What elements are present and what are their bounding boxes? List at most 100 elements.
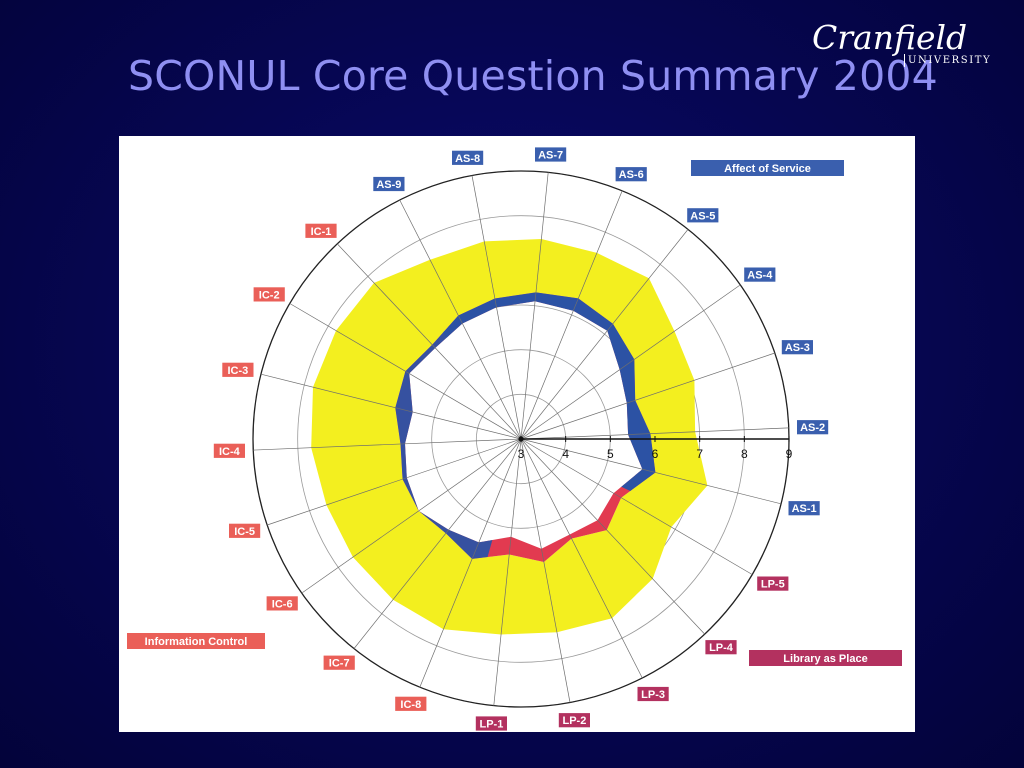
axis-label-text: IC-6 — [272, 598, 293, 610]
spoke-ic-6 — [301, 438, 522, 594]
spoke-lp-5 — [520, 438, 753, 575]
spoke-as-8 — [471, 175, 522, 440]
axis-label-box — [781, 339, 814, 356]
axis-label-box — [394, 695, 428, 712]
axis-label-as-1: AS-1 — [787, 500, 821, 517]
axis-label-lp-2: LP-2 — [557, 712, 591, 729]
axis-label-box — [756, 575, 790, 592]
tick-label: 4 — [562, 447, 569, 461]
cranfield-logo: Cranfield UNIVERSITY — [812, 18, 990, 67]
axis-label-box — [265, 595, 299, 612]
axis-label-ic-4: IC-4 — [213, 442, 246, 459]
spoke-as-4 — [520, 284, 741, 440]
axis-label-text: AS-7 — [538, 150, 563, 162]
spoke-ic-2 — [289, 303, 522, 440]
axis-label-box — [796, 419, 829, 436]
spoke-as-1 — [520, 438, 782, 505]
axis-label-box — [213, 442, 246, 459]
axis-label-as-7: AS-7 — [534, 146, 568, 163]
axis-label-text: LP-5 — [761, 579, 785, 591]
spoke-as-6 — [520, 190, 623, 440]
legend-place: Library as Place — [749, 650, 902, 666]
legend-box — [127, 633, 265, 649]
axis-label-as-2: AS-2 — [796, 419, 829, 436]
axis-label-box — [704, 639, 738, 656]
axis-label-box — [304, 222, 338, 239]
axis-label-text: IC-4 — [219, 446, 241, 458]
axis-label-box — [451, 149, 485, 166]
spoke-ic-7 — [353, 438, 522, 649]
legend-info: Information Control — [127, 633, 265, 649]
axis-label-lp-5: LP-5 — [756, 575, 790, 592]
spoke-as-3 — [520, 352, 775, 440]
axis-label-lp-3: LP-3 — [636, 686, 670, 702]
axis-label-text: LP-1 — [479, 719, 503, 731]
axis-label-ic-6: IC-6 — [265, 595, 299, 612]
axis-label-box — [743, 266, 777, 283]
tick-label: 7 — [696, 447, 703, 461]
chart-panel: 3 4 5 6 7 8 9 AS-1 AS-2 AS-3 AS-4 AS-5 AS-6 AS-7 AS-8… — [119, 136, 915, 732]
radar-chart: 3 4 5 6 7 8 9 AS-1 AS-2 AS-3 AS-4 AS-5 AS-6 AS-7 AS-8… — [127, 146, 902, 732]
axis-label-ic-8: IC-8 — [394, 695, 428, 712]
axis-label-as-6: AS-6 — [614, 166, 648, 183]
desired-minimum-band — [311, 239, 708, 635]
axis-label-lp-4: LP-4 — [704, 639, 738, 656]
axis-label-text: IC-7 — [329, 658, 350, 670]
axis-label-box — [534, 146, 568, 163]
axis-label-ic-1: IC-1 — [304, 222, 338, 239]
spoke-lp-3 — [520, 438, 643, 679]
spoke-ic-1 — [337, 243, 522, 440]
axis-label-box — [221, 361, 255, 378]
legend-label: Affect of Service — [724, 163, 811, 175]
legend-label: Library as Place — [783, 653, 867, 665]
axis-label-text: IC-2 — [259, 289, 280, 301]
axis-label-text: IC-8 — [400, 699, 421, 711]
scale-ticks: 3 4 5 6 7 8 9 — [518, 436, 793, 461]
axis-label-text: IC-3 — [228, 365, 249, 377]
axis-label-text: AS-3 — [785, 342, 810, 354]
axis-label-box — [372, 176, 406, 192]
axis-label-box — [686, 207, 720, 224]
axis-label-lp-1: LP-1 — [474, 715, 508, 732]
axis-label-text: IC-5 — [234, 526, 255, 538]
legend-box — [749, 650, 902, 666]
spoke-ic-8 — [419, 438, 522, 688]
axis-label-box — [636, 686, 670, 702]
spoke-as-7 — [520, 172, 549, 440]
axis-label-box — [614, 166, 648, 183]
axis-label-text: LP-4 — [709, 642, 734, 654]
axis-label-box — [787, 500, 821, 517]
axis-label-as-5: AS-5 — [686, 207, 720, 224]
axis-label-text: AS-4 — [747, 270, 773, 282]
tick-label: 9 — [786, 447, 793, 461]
axis-label-text: LP-3 — [641, 689, 665, 701]
axis-label-box — [322, 654, 356, 671]
legend-affect: Affect of Service — [691, 160, 844, 176]
axis-label-text: AS-2 — [800, 422, 825, 434]
spoke-lp-2 — [520, 438, 571, 703]
axis-label-as-4: AS-4 — [743, 266, 777, 283]
logo-subtext: UNIVERSITY — [904, 54, 991, 67]
axis-label-text: AS-9 — [376, 179, 401, 191]
axis-label-text: AS-8 — [455, 153, 480, 165]
tick-label: 5 — [607, 447, 614, 461]
tick-label: 8 — [741, 447, 748, 461]
tick-label: 3 — [518, 447, 525, 461]
axis-labels: AS-1 AS-2 AS-3 AS-4 AS-5 AS-6 AS-7 AS-8 AS-9 IC-1… — [213, 146, 829, 732]
legend: Affect of Service Information Control Libr… — [127, 160, 902, 666]
legend-box — [691, 160, 844, 176]
tick-label: 6 — [652, 447, 659, 461]
axis-label-as-3: AS-3 — [781, 339, 814, 356]
axis-label-text: AS-5 — [690, 210, 715, 222]
spoke-as-9 — [399, 199, 522, 440]
spoke-ic-4 — [253, 438, 522, 451]
axis-label-as-8: AS-8 — [451, 149, 485, 166]
axis-label-box — [474, 715, 508, 732]
axis-label-ic-3: IC-3 — [221, 361, 255, 378]
axis-label-box — [228, 522, 261, 539]
spoke-as-5 — [520, 229, 689, 440]
spoke-lp-1 — [493, 438, 522, 706]
spokes — [253, 172, 789, 706]
spoke-ic-3 — [260, 373, 522, 440]
axis-label-box — [252, 286, 286, 303]
